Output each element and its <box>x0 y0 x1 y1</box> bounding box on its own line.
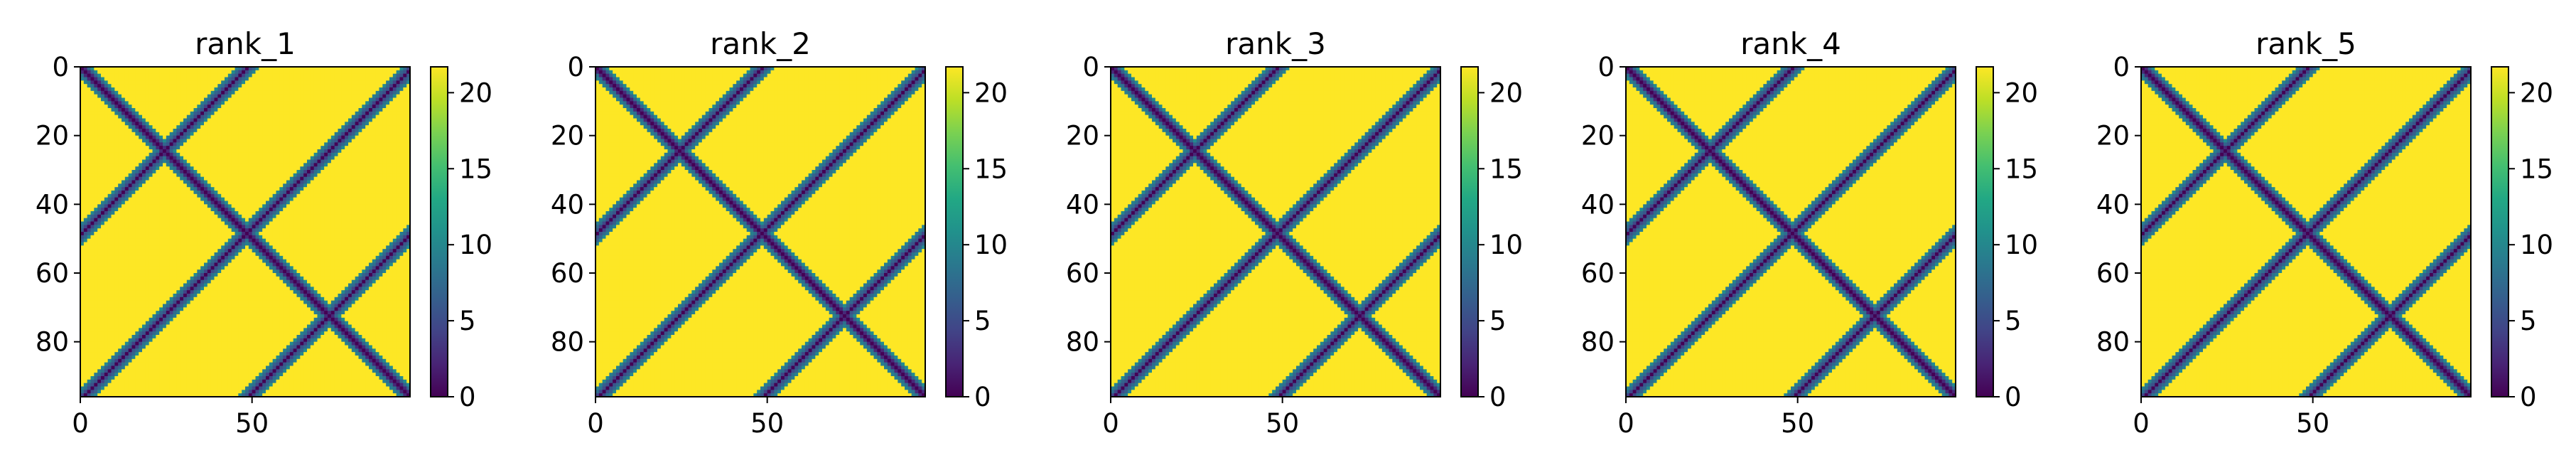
y-tick-label: 80 <box>36 327 69 358</box>
y-tick-label: 20 <box>36 121 69 151</box>
colorbar-tick-label: 10 <box>459 230 492 260</box>
x-tick-label: 50 <box>2296 408 2329 439</box>
x-tick-label: 0 <box>2133 408 2150 439</box>
y-tick-label: 40 <box>2096 189 2130 220</box>
subplot-title: rank_1 <box>195 26 296 61</box>
subplot-rank_4: rank_4 0 20 40 60 80 0 50 0 5 10 15 20 <box>1581 26 2038 439</box>
colorbar-tick-label: 0 <box>459 382 476 412</box>
heatmap <box>2141 67 2471 397</box>
colorbar-tick-label: 0 <box>1489 382 1507 412</box>
colorbar-tick-label: 20 <box>459 78 492 108</box>
colorbar-tick-label: 20 <box>2520 78 2553 108</box>
y-tick-label: 40 <box>36 189 69 220</box>
y-tick-label: 20 <box>1581 121 1615 151</box>
y-tick-label: 0 <box>1597 52 1615 82</box>
heatmap <box>80 67 410 397</box>
colorbar <box>946 67 963 397</box>
heatmap <box>1626 67 1956 397</box>
colorbar-tick-label: 5 <box>2005 306 2022 336</box>
heatmap <box>596 67 925 397</box>
colorbar-tick-label: 15 <box>2005 154 2038 184</box>
y-tick-label: 40 <box>1066 189 1099 220</box>
colorbar-tick-label: 15 <box>2520 154 2553 184</box>
y-tick-label: 60 <box>551 258 584 289</box>
colorbar <box>2491 67 2508 397</box>
y-tick-label: 0 <box>52 52 69 82</box>
x-tick-label: 0 <box>587 408 604 439</box>
y-tick-label: 60 <box>2096 258 2130 289</box>
subplot-rank_2: rank_2 0 20 40 60 80 0 50 0 5 10 15 20 <box>551 26 1008 439</box>
y-tick-label: 0 <box>567 52 584 82</box>
y-tick-label: 40 <box>551 189 584 220</box>
x-tick-label: 50 <box>1266 408 1299 439</box>
colorbar-tick-label: 5 <box>1489 306 1507 336</box>
y-tick-label: 40 <box>1581 189 1615 220</box>
subplot-rank_5: rank_5 0 20 40 60 80 0 50 0 5 10 15 20 <box>2096 26 2553 439</box>
colorbar-tick-label: 0 <box>2520 382 2537 412</box>
colorbar-tick-label: 5 <box>2520 306 2537 336</box>
colorbar <box>1461 67 1478 397</box>
colorbar-tick-label: 20 <box>1489 78 1523 108</box>
colorbar-tick-label: 15 <box>459 154 492 184</box>
colorbar-tick-label: 20 <box>974 78 1008 108</box>
x-tick-label: 0 <box>72 408 89 439</box>
colorbar-tick-label: 10 <box>2520 230 2553 260</box>
y-tick-label: 60 <box>1066 258 1099 289</box>
y-tick-label: 60 <box>36 258 69 289</box>
y-tick-label: 80 <box>551 327 584 358</box>
x-tick-label: 50 <box>1781 408 1814 439</box>
x-tick-label: 50 <box>750 408 784 439</box>
y-tick-label: 20 <box>1066 121 1099 151</box>
colorbar-tick-label: 15 <box>1489 154 1523 184</box>
subplot-title: rank_3 <box>1225 26 1326 61</box>
colorbar-tick-label: 5 <box>459 306 476 336</box>
colorbar <box>431 67 448 397</box>
y-tick-label: 20 <box>2096 121 2130 151</box>
colorbar-tick-label: 10 <box>974 230 1008 260</box>
y-tick-label: 20 <box>551 121 584 151</box>
y-tick-label: 80 <box>1066 327 1099 358</box>
heatmap <box>1111 67 1440 397</box>
subplot-title: rank_2 <box>710 26 811 61</box>
colorbar-tick-label: 0 <box>2005 382 2022 412</box>
y-tick-label: 0 <box>1082 52 1099 82</box>
subplot-title: rank_5 <box>2256 26 2356 61</box>
x-tick-label: 0 <box>1617 408 1634 439</box>
y-tick-label: 60 <box>1581 258 1615 289</box>
colorbar-tick-label: 0 <box>974 382 991 412</box>
colorbar-tick-label: 5 <box>974 306 991 336</box>
y-tick-label: 0 <box>2113 52 2130 82</box>
y-tick-label: 80 <box>1581 327 1615 358</box>
colorbar-tick-label: 15 <box>974 154 1008 184</box>
colorbar-tick-label: 10 <box>1489 230 1523 260</box>
subplot-rank_3: rank_3 0 20 40 60 80 0 50 0 5 10 15 20 <box>1066 26 1523 439</box>
subplot-title: rank_4 <box>1740 26 1841 61</box>
subplot-rank_1: rank_1 0 20 40 60 80 0 50 0 5 10 15 20 <box>36 26 492 439</box>
colorbar-tick-label: 10 <box>2005 230 2038 260</box>
y-tick-label: 80 <box>2096 327 2130 358</box>
colorbar <box>1976 67 1993 397</box>
x-tick-label: 50 <box>235 408 269 439</box>
x-tick-label: 0 <box>1102 408 1119 439</box>
colorbar-tick-label: 20 <box>2005 78 2038 108</box>
